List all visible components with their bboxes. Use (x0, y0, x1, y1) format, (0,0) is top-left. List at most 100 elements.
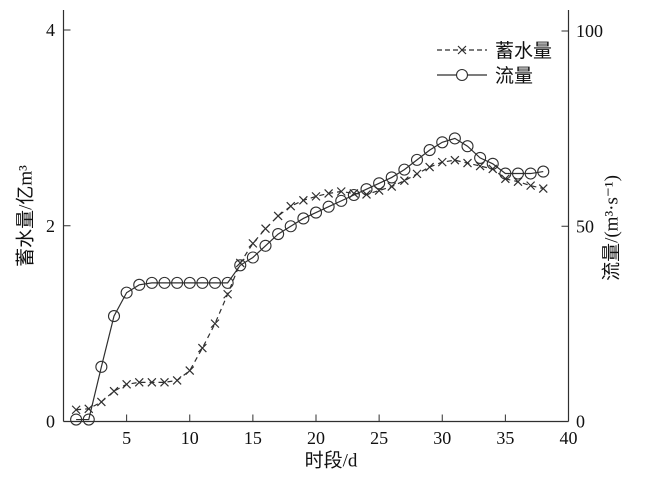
legend-sample-x (457, 45, 467, 54)
x-marker (513, 177, 523, 187)
x-marker (261, 224, 270, 234)
series-storage (71, 155, 548, 415)
circle-marker (107, 310, 121, 323)
circle-marker (524, 167, 537, 180)
x-tick-label: 15 (244, 428, 262, 448)
circle-marker (309, 206, 323, 219)
x-axis-label: 时段/d (304, 450, 358, 472)
series-flow (70, 132, 550, 426)
x-marker (538, 184, 548, 193)
solid-circle-marker-sample-icon (437, 68, 487, 81)
legend-item-storage: 蓄水量 (436, 37, 552, 62)
circle-marker (208, 276, 222, 289)
circle-marker (259, 239, 272, 252)
x-marker (210, 319, 220, 329)
circle-marker (398, 163, 411, 176)
x-marker (437, 157, 447, 167)
x-marker (298, 195, 308, 205)
left-y-tick-label: 0 (46, 412, 55, 432)
circle-marker (499, 167, 512, 180)
x-marker (399, 176, 409, 186)
legend-sample-circle (455, 68, 469, 81)
circle-marker (234, 259, 247, 272)
x-marker (387, 182, 397, 192)
circle-marker (133, 278, 146, 291)
circle-marker (246, 251, 259, 264)
left-y-tick-label: 2 (46, 216, 55, 236)
x-tick-label: 20 (307, 428, 325, 448)
x-marker (273, 211, 283, 221)
circle-marker (410, 153, 424, 166)
circle-marker (158, 276, 171, 289)
x-marker (96, 397, 106, 407)
circle-marker (145, 276, 158, 289)
x-marker (71, 405, 81, 415)
x-marker (475, 161, 485, 171)
circle-marker (335, 194, 348, 207)
x-marker (172, 375, 182, 385)
x-marker (324, 189, 334, 198)
circle-marker (196, 276, 209, 289)
circle-marker (486, 157, 499, 170)
left-y-tick-label: 4 (46, 20, 55, 40)
x-tick-label: 25 (370, 428, 388, 448)
series-line (76, 137, 544, 421)
right-y-axis-label: 流量/(m³·s⁻¹) (601, 175, 623, 281)
dashed-x-marker-sample-icon (437, 45, 487, 54)
circle-marker (272, 228, 285, 241)
circle-marker (373, 177, 386, 190)
circle-marker (120, 286, 133, 299)
circle-marker (511, 167, 525, 180)
circle-marker (171, 276, 184, 289)
right-y-tick-label: 100 (576, 21, 603, 41)
legend-label-storage: 蓄水量 (495, 41, 553, 62)
left-y-axis-label: 蓄水量/亿m³ (15, 165, 37, 267)
circle-marker (95, 360, 108, 373)
x-tick-label: 35 (496, 428, 514, 448)
circle-marker (82, 413, 95, 426)
circle-marker (297, 212, 310, 225)
circle-marker (183, 276, 196, 289)
x-marker (286, 201, 296, 211)
legend-label-flow: 流量 (495, 66, 534, 87)
circle-marker (221, 276, 234, 289)
x-marker (450, 155, 460, 165)
x-marker (223, 289, 233, 299)
x-marker (412, 169, 422, 179)
circle-marker (537, 165, 550, 178)
right-y-tick-label: 50 (576, 216, 594, 236)
x-marker (526, 181, 536, 191)
x-marker (463, 158, 472, 168)
circle-marker (347, 188, 360, 202)
x-marker (109, 386, 119, 396)
x-tick-label: 40 (560, 428, 578, 448)
circle-marker (360, 183, 373, 196)
legend-item-flow: 流量 (436, 62, 552, 87)
right-y-tick-label: 0 (576, 412, 585, 432)
circle-marker (284, 220, 297, 233)
x-marker (160, 377, 169, 387)
circle-marker (474, 151, 487, 164)
x-marker (425, 162, 435, 172)
x-tick-label: 10 (181, 428, 199, 448)
circle-marker (385, 171, 398, 184)
circle-marker (70, 413, 83, 426)
x-marker (197, 343, 207, 353)
circle-marker (322, 200, 335, 213)
x-tick-label: 5 (122, 428, 131, 448)
x-marker (336, 187, 346, 196)
x-tick-label: 30 (433, 428, 451, 448)
circle-marker (461, 140, 474, 153)
legend: 蓄水量 流量 (436, 37, 552, 87)
x-marker (147, 377, 157, 387)
circle-marker (436, 136, 449, 149)
x-marker (248, 238, 258, 248)
x-marker (185, 366, 195, 376)
circle-marker (423, 144, 436, 157)
x-marker (134, 377, 144, 387)
x-marker (122, 379, 132, 389)
series-line (76, 159, 544, 411)
circle-marker (448, 132, 461, 145)
